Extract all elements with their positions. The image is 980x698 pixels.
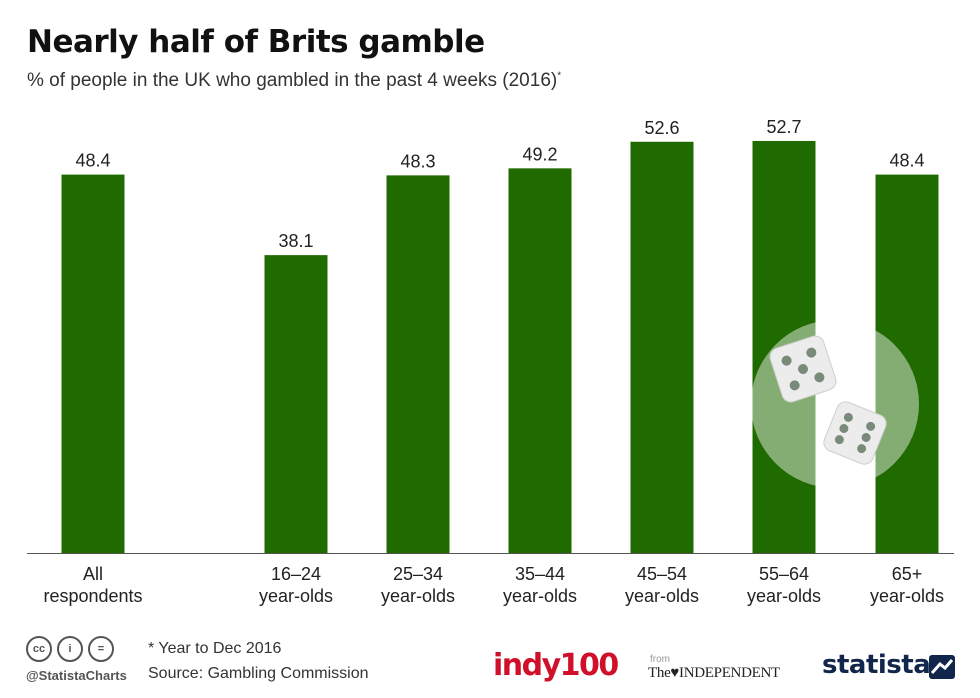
attribution-icon: i [57,636,83,662]
category-label: year-olds [503,586,577,606]
bar-value-label: 48.3 [400,151,435,171]
no-derivatives-icon: = [88,636,114,662]
statista-logo: statista [822,650,931,680]
cc-icon: cc [26,636,52,662]
category-label: respondents [43,586,142,606]
bar [61,174,125,553]
chart-subtitle: % of people in the UK who gambled in the… [27,70,561,92]
bar-value-label: 38.1 [278,231,313,251]
category-label: 25–34 [393,564,443,584]
from-label: from [650,654,670,665]
category-label: year-olds [747,586,821,606]
category-label: 65+ [892,564,923,584]
category-label: year-olds [625,586,699,606]
bar-value-label: 48.4 [889,151,924,171]
die-icon [823,401,887,465]
indy100-logo: indy100 [493,648,619,683]
bar [875,174,939,553]
bar-value-label: 52.6 [644,118,679,138]
category-label: year-olds [381,586,455,606]
bar-chart: 48.4Allrespondents38.116–24year-olds48.3… [27,117,954,606]
category-label: year-olds [259,586,333,606]
category-label: All [83,564,103,584]
dice-backdrop-circle [751,320,919,488]
statista-handle: @StatistaCharts [26,668,127,683]
license-icons: cc i = [26,636,114,662]
category-label: 35–44 [515,564,565,584]
bar-value-label: 52.7 [766,117,801,137]
bar [508,168,572,553]
subtitle-text: % of people in the UK who gambled in the… [27,70,558,91]
category-label: 16–24 [271,564,321,584]
category-label: year-olds [870,586,944,606]
dice-illustration [751,320,919,488]
die-icon [769,335,837,403]
footnote: * Year to Dec 2016 [148,640,282,657]
bar [264,255,328,554]
bar-value-label: 49.2 [522,144,557,164]
category-label: 45–54 [637,564,687,584]
bar [386,175,450,553]
category-label: 55–64 [759,564,809,584]
statista-logo-mark [929,655,955,679]
chart-title: Nearly half of Brits gamble [27,24,485,60]
bar [630,141,694,553]
bar-value-label: 48.4 [75,151,110,171]
source-note: Source: Gambling Commission [148,665,369,682]
subtitle-footnote-marker: * [557,70,562,82]
independent-logo: The♥INDEPENDENT [648,665,780,681]
